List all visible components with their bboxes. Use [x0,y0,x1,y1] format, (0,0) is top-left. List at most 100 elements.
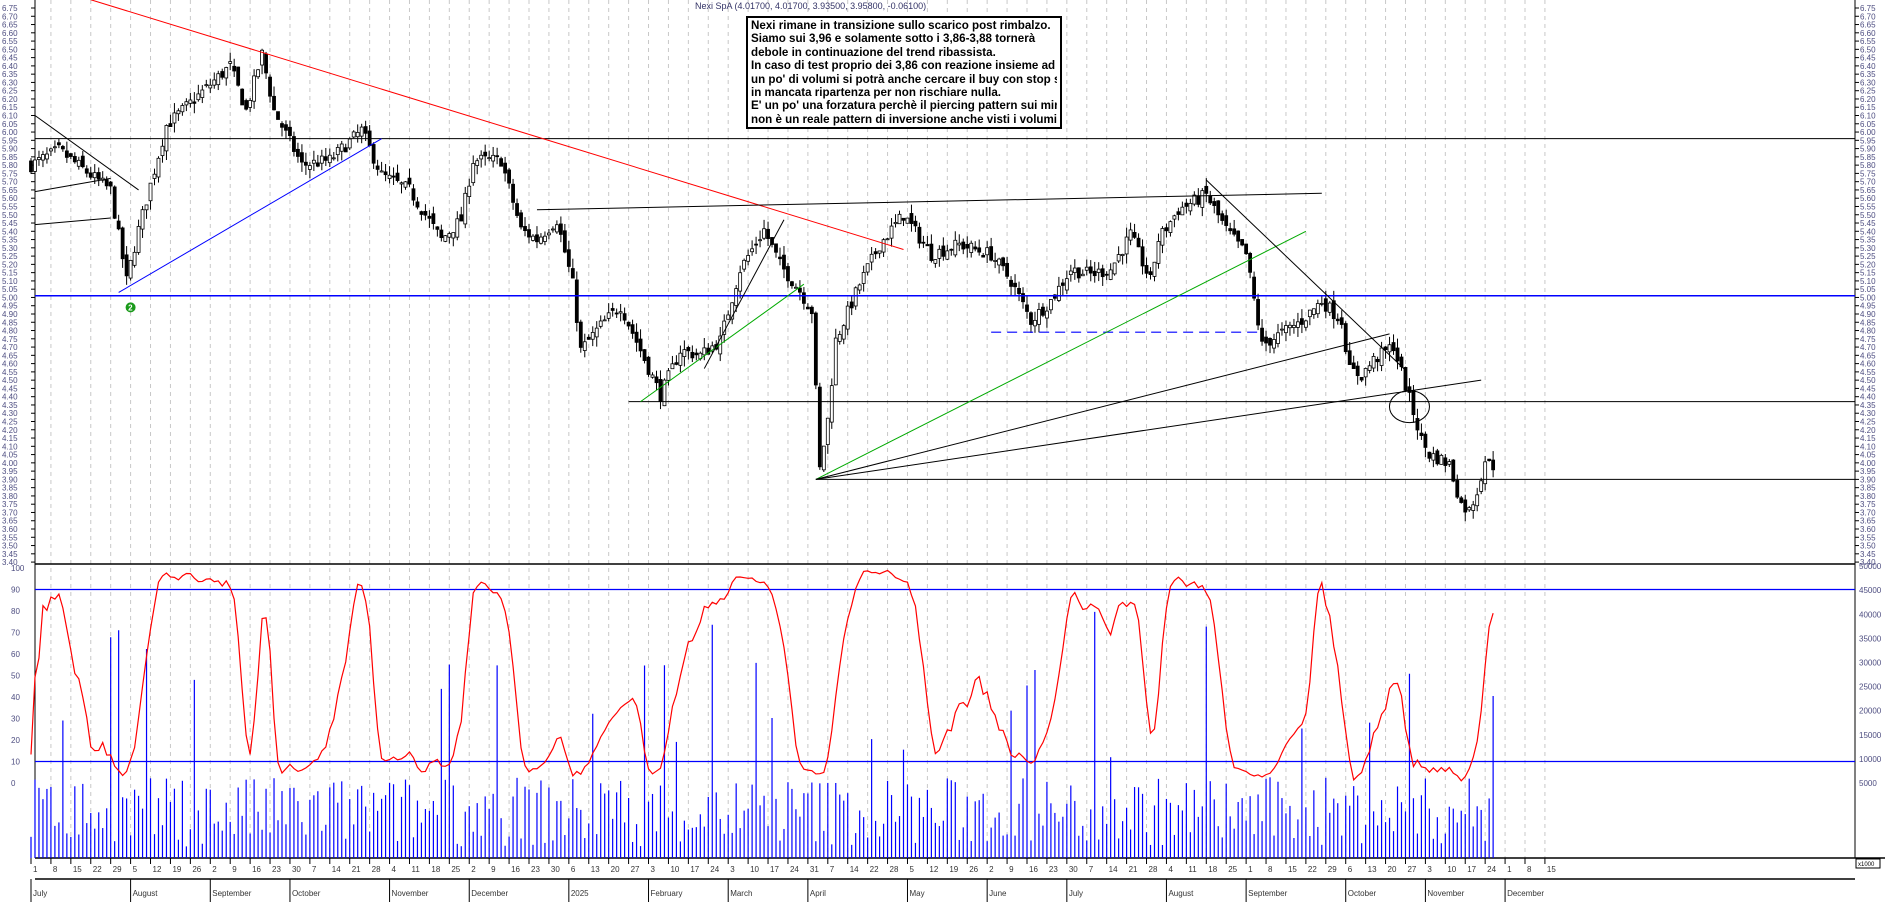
candle-down [642,349,647,361]
date-tick-label: 13 [591,865,600,874]
candle-down [1240,239,1245,246]
volume-tick-label: 35000 [1859,634,1882,643]
note-line: debole in continuazione del trend ribass… [751,45,996,59]
candle-up [53,146,57,149]
price-tick-label-right: 5.35 [1860,236,1876,245]
candle-down [1264,336,1268,344]
candle-down [80,155,85,168]
price-tick-label-left: 4.20 [2,426,18,435]
candle-up [554,224,559,233]
candle-down [909,213,914,224]
candle-up [1280,328,1284,331]
candle-down [1411,390,1416,416]
candle-up [666,370,671,381]
candle-down [578,321,583,348]
date-tick-label: 30 [1069,865,1078,874]
candle-up [1467,507,1472,511]
candle-down [343,147,348,153]
price-tick-label-right: 5.25 [1860,252,1876,261]
candle-up [1439,454,1444,465]
candle-down [646,356,651,375]
price-tick-label-left: 3.40 [2,558,18,567]
price-tick-label-left: 4.10 [2,442,18,451]
trendline [1205,179,1406,371]
candle-up [228,61,233,64]
candle-up [1056,285,1061,301]
candle-down [88,172,93,178]
price-tick-label-right: 3.45 [1860,550,1876,559]
candle-down [419,211,424,215]
date-tick-label: 11 [1188,865,1197,874]
date-tick-label: 17 [690,865,699,874]
candle-up [152,173,157,179]
volume-tick-label: 50000 [1859,562,1882,571]
candle-up [160,145,165,157]
month-label: June [989,889,1007,898]
price-tick-label-left: 3.80 [2,492,18,501]
date-tick-label: 27 [1407,865,1416,874]
candle-down [562,230,567,253]
candle-down [570,268,575,279]
candle-down [395,172,400,181]
price-tick-label-left: 5.80 [2,161,18,170]
candle-up [606,312,611,319]
candle-down [925,244,930,247]
price-tick-label-left: 5.20 [2,260,18,269]
candle-up [256,69,260,78]
candle-down [244,100,249,110]
candle-down [423,210,428,216]
date-tick-label: 24 [790,865,799,874]
price-tick-label-left: 6.25 [2,87,18,96]
candle-up [1160,228,1165,246]
candle-up [734,288,739,306]
candle-down [499,158,504,167]
price-tick-label-left: 5.75 [2,169,18,178]
candle-up [1068,270,1073,276]
candle-up [531,235,535,241]
price-tick-label-right: 5.15 [1860,269,1876,278]
candle-down [272,95,276,111]
price-tick-label-left: 6.10 [2,112,18,121]
candle-down [503,162,507,174]
date-tick-label: 26 [969,865,978,874]
candle-up [327,154,332,164]
candle-up [1292,324,1296,328]
candle-up [1475,494,1480,507]
candle-up [1168,221,1173,233]
price-tick-label-left: 4.50 [2,376,18,385]
candle-up [738,272,743,292]
date-tick-label: 4 [392,865,397,874]
price-tick-label-right: 6.70 [1860,12,1876,21]
candle-up [311,159,316,164]
date-tick-label: 23 [531,865,540,874]
date-tick-label: 15 [1547,865,1556,874]
candle-up [1303,320,1308,328]
candle-down [634,331,639,343]
month-label: August [1168,889,1194,898]
candle-up [1045,310,1049,319]
candle-down [1001,257,1005,267]
candle-up [953,239,958,256]
date-tick-label: 30 [292,865,301,874]
candle-up [853,287,858,307]
price-tick-label-right: 5.40 [1860,227,1876,236]
note-line: in mancata ripartenza per non rischiare … [751,86,1001,100]
price-tick-label-right: 6.35 [1860,70,1876,79]
price-tick-label-left: 6.75 [2,4,18,13]
price-tick-label-right: 3.85 [1860,484,1876,493]
price-tick-label-right: 6.65 [1860,21,1876,30]
volume-tick-label: 40000 [1859,610,1882,619]
month-label: October [1348,889,1377,898]
candle-down [1204,185,1209,194]
price-tick-label-right: 4.10 [1860,442,1876,451]
candle-down [60,146,65,150]
price-tick-label-right: 5.85 [1860,153,1876,162]
date-tick-label: 8 [53,865,58,874]
candle-up [933,259,938,264]
price-tick-label-left: 4.35 [2,401,18,410]
price-tick-label-right: 4.60 [1860,360,1876,369]
date-tick-label: 7 [312,865,317,874]
candle-down [941,245,946,257]
month-label: March [730,889,752,898]
candle-down [168,123,173,127]
